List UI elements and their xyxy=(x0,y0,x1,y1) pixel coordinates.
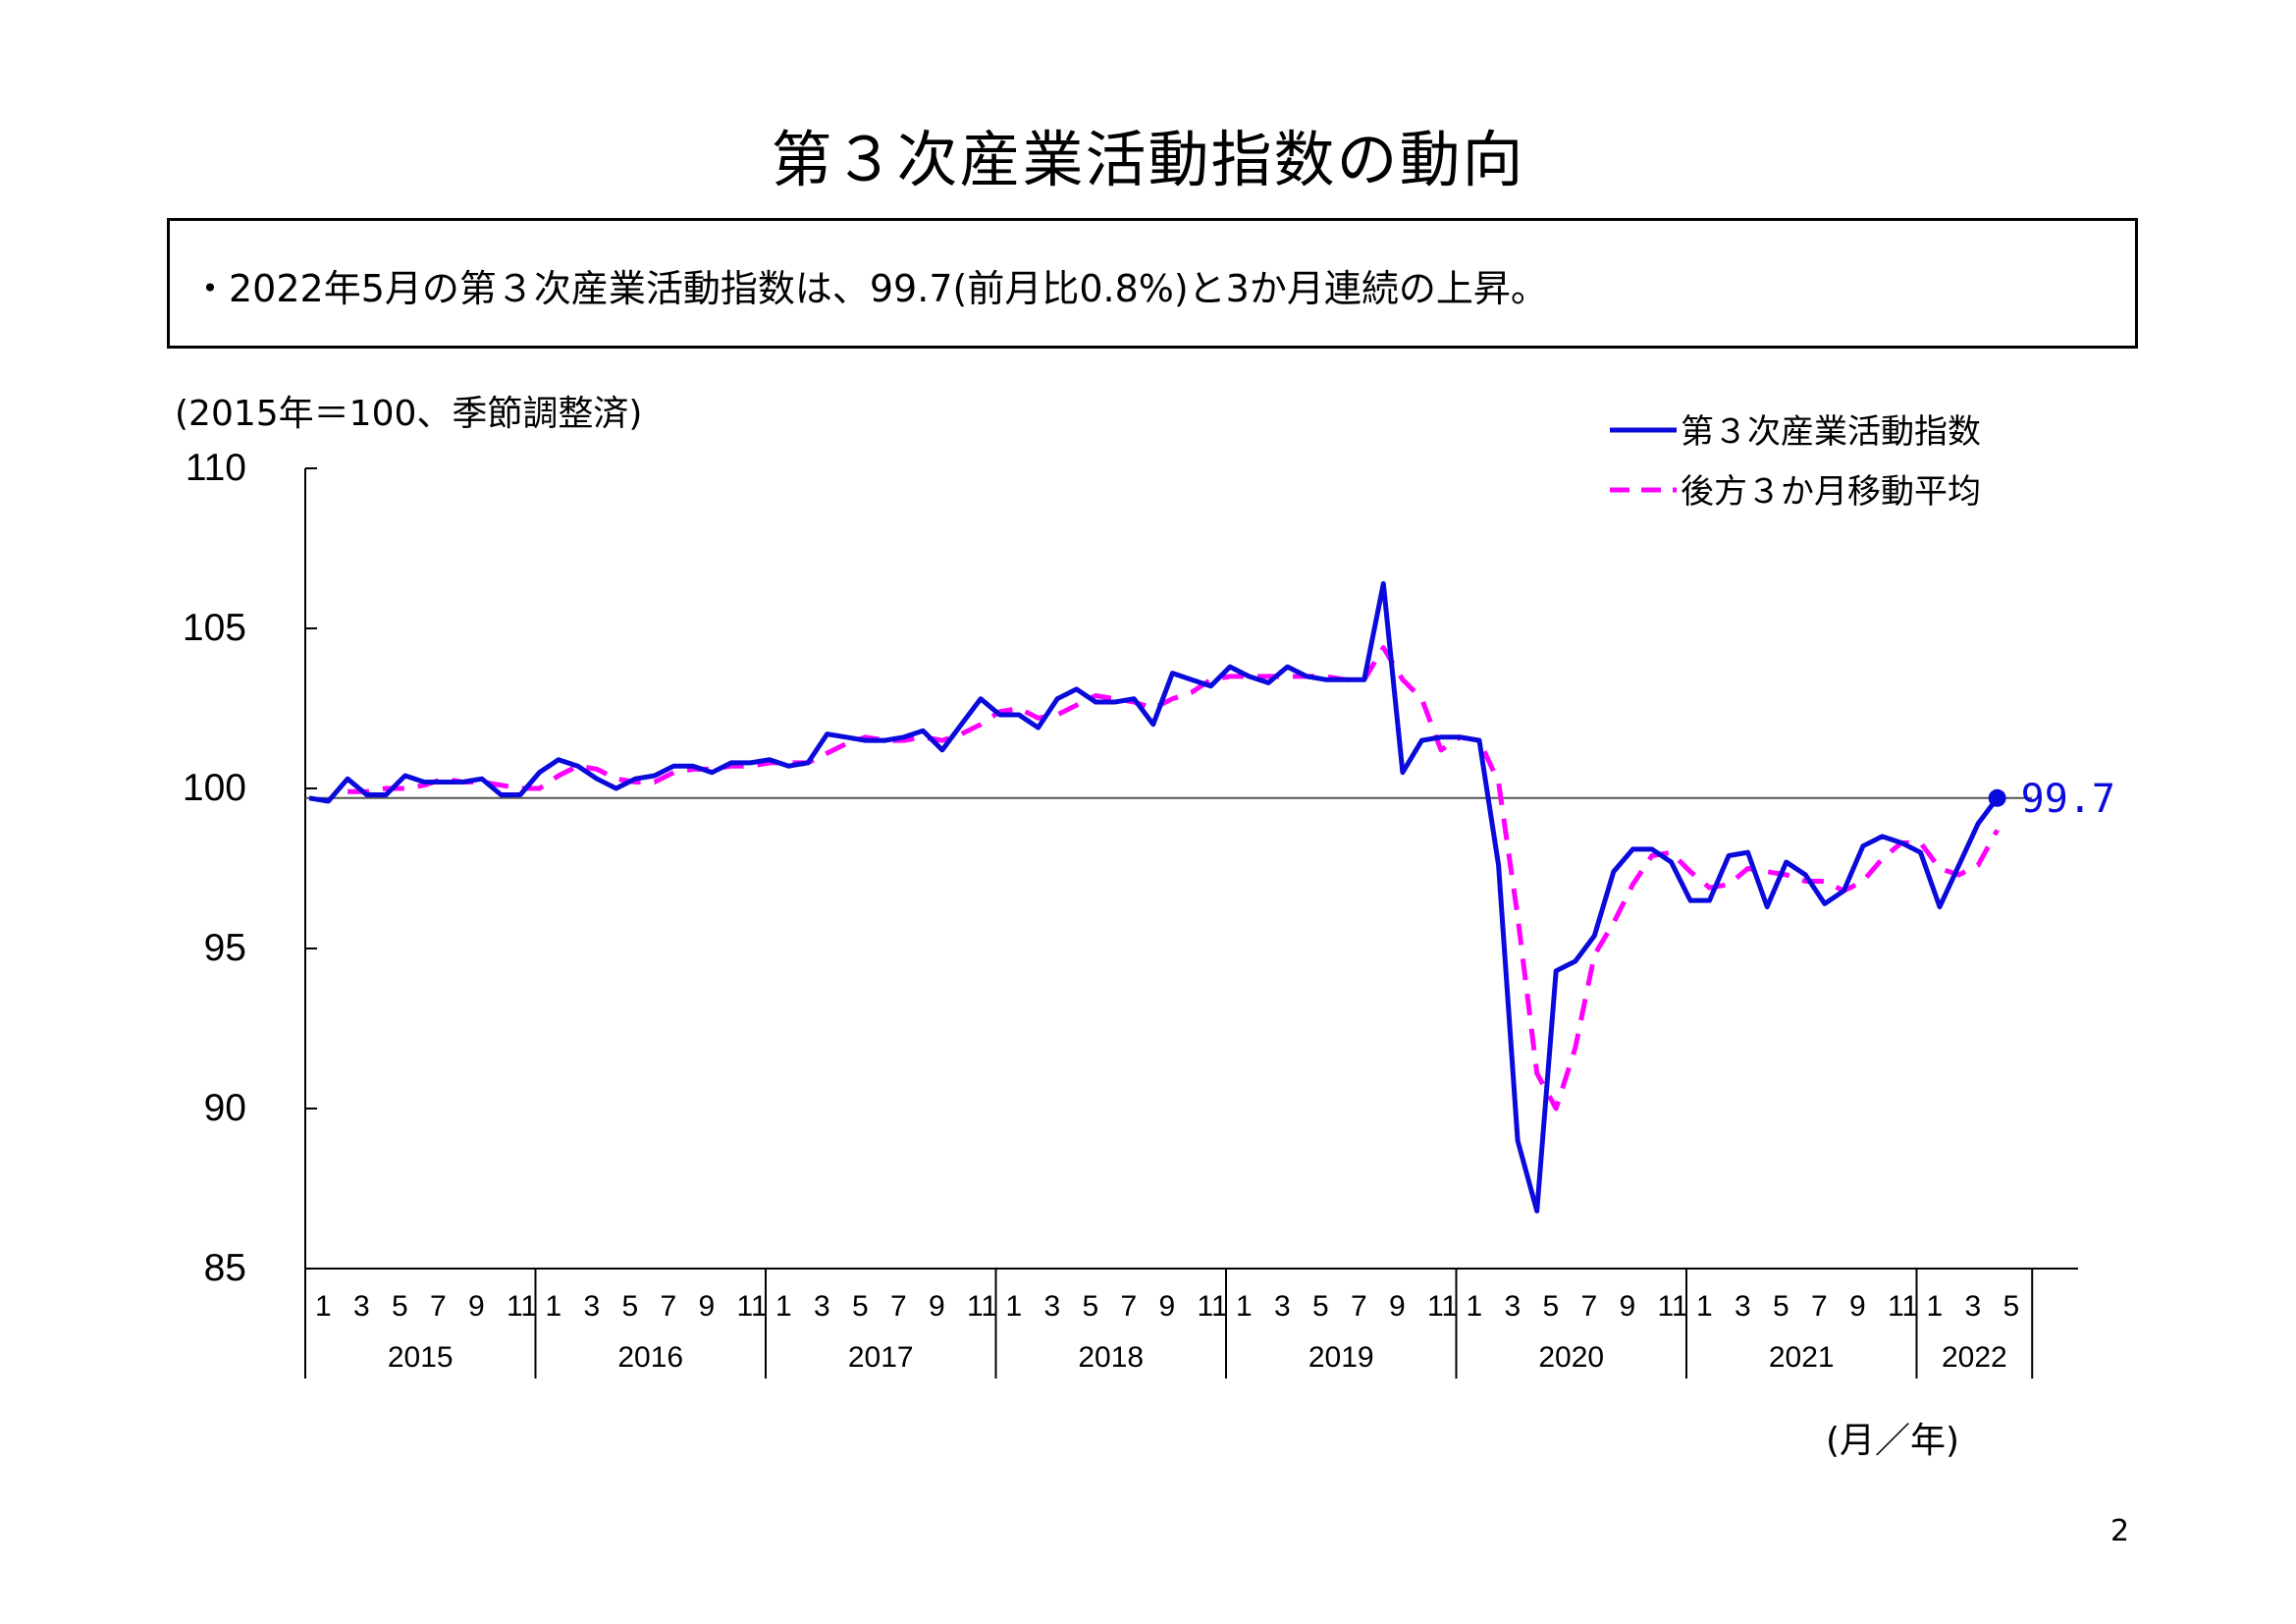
summary-text: ・2022年5月の第３次産業活動指数は、99.7(前月比0.8%)と3か月連続の… xyxy=(191,267,1548,310)
summary-box: ・2022年5月の第３次産業活動指数は、99.7(前月比0.8%)と3か月連続の… xyxy=(167,218,2138,349)
month-tick-label: 9 xyxy=(468,1290,485,1323)
y-tick-label: 110 xyxy=(186,447,246,489)
month-tick-label: 3 xyxy=(353,1290,370,1323)
series-layer: 99.7 xyxy=(305,580,2115,1214)
month-tick-label: 9 xyxy=(929,1290,945,1323)
month-tick-label: 9 xyxy=(1620,1290,1636,1323)
month-tick-label: 7 xyxy=(1581,1290,1598,1323)
year-tick-label: 2021 xyxy=(1769,1341,1835,1374)
month-tick-label: 7 xyxy=(1121,1290,1138,1323)
y-tick-label: 95 xyxy=(204,927,246,969)
month-tick-label: 5 xyxy=(1543,1290,1560,1323)
month-tick-label: 3 xyxy=(1735,1290,1751,1323)
year-tick-label: 2018 xyxy=(1078,1341,1144,1374)
month-tick-label: 11 xyxy=(737,1290,768,1323)
month-tick-label: 3 xyxy=(1965,1290,1982,1323)
month-tick-label: 3 xyxy=(1274,1290,1291,1323)
x-axis-unit-label: (月／年) xyxy=(1826,1421,1960,1461)
month-tick-label: 5 xyxy=(2003,1290,2020,1323)
unit-note: (2015年＝100、季節調整済) xyxy=(175,394,643,434)
year-tick-label: 2017 xyxy=(848,1341,914,1374)
month-tick-label: 11 xyxy=(1658,1290,1688,1323)
page-number: 2 xyxy=(2110,1514,2130,1548)
month-tick-label: 1 xyxy=(1927,1290,1944,1323)
series-line-index xyxy=(308,580,2000,1214)
month-tick-label: 7 xyxy=(430,1290,447,1323)
month-tick-label: 7 xyxy=(1351,1290,1367,1323)
month-tick-label: 5 xyxy=(622,1290,639,1323)
last-value-label: 99.7 xyxy=(2021,777,2115,822)
month-tick-label: 3 xyxy=(1505,1290,1522,1323)
month-tick-label: 11 xyxy=(1427,1290,1458,1323)
month-tick-label: 7 xyxy=(1811,1290,1828,1323)
year-tick-label: 2022 xyxy=(1942,1341,2007,1374)
month-tick-label: 5 xyxy=(1083,1290,1099,1323)
legend-label-moving-average: 後方３か月移動平均 xyxy=(1681,472,1981,512)
month-tick-label: 3 xyxy=(1044,1290,1061,1323)
month-tick-label: 1 xyxy=(1467,1290,1483,1323)
y-tick-label: 100 xyxy=(183,767,246,809)
year-tick-label: 2020 xyxy=(1538,1341,1604,1374)
month-tick-label: 11 xyxy=(1888,1290,1918,1323)
month-tick-label: 9 xyxy=(699,1290,716,1323)
plot-frame xyxy=(304,468,2078,1270)
month-tick-label: 3 xyxy=(584,1290,601,1323)
series-line-moving-average xyxy=(347,645,2000,1111)
y-tick-label: 90 xyxy=(204,1087,246,1129)
month-tick-label: 3 xyxy=(814,1290,830,1323)
month-tick-label: 5 xyxy=(392,1290,408,1323)
month-tick-label: 7 xyxy=(661,1290,677,1323)
legend-label-index: 第３次産業活動指数 xyxy=(1681,412,1981,452)
month-tick-label: 5 xyxy=(1773,1290,1789,1323)
month-tick-label: 5 xyxy=(1312,1290,1329,1323)
month-tick-label: 1 xyxy=(1236,1290,1253,1323)
y-tick-label: 85 xyxy=(204,1247,246,1289)
y-tick-label: 105 xyxy=(183,607,246,649)
month-tick-label: 9 xyxy=(1159,1290,1176,1323)
year-tick-label: 2019 xyxy=(1308,1341,1374,1374)
month-tick-label: 9 xyxy=(1849,1290,1866,1323)
year-tick-label: 2016 xyxy=(617,1341,683,1374)
month-tick-label: 5 xyxy=(852,1290,869,1323)
month-tick-label: 1 xyxy=(775,1290,792,1323)
month-tick-label: 1 xyxy=(1696,1290,1713,1323)
month-tick-label: 1 xyxy=(315,1290,332,1323)
last-value-point xyxy=(1988,788,2006,807)
month-tick-label: 9 xyxy=(1389,1290,1406,1323)
year-tick-label: 2015 xyxy=(388,1341,454,1374)
page-title: 第３次産業活動指数の動向 xyxy=(771,124,1525,195)
month-tick-label: 1 xyxy=(1006,1290,1023,1323)
month-tick-label: 1 xyxy=(546,1290,562,1323)
month-tick-label: 11 xyxy=(967,1290,997,1323)
y-axis: 85 90 95 100 105 110 xyxy=(183,447,317,1289)
month-tick-label: 11 xyxy=(1198,1290,1228,1323)
month-tick-label: 7 xyxy=(890,1290,907,1323)
month-tick-label: 11 xyxy=(507,1290,537,1323)
